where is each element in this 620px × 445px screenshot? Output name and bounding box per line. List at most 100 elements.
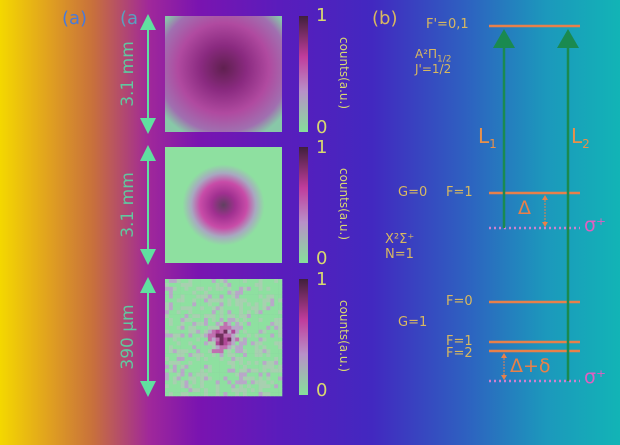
image-pixel xyxy=(200,333,205,338)
image-pixel xyxy=(266,290,271,295)
image-pixel xyxy=(188,392,193,397)
image-pixel xyxy=(215,321,220,327)
image-pixel xyxy=(227,357,232,362)
image-pixel xyxy=(270,310,275,315)
image-pixel xyxy=(200,380,205,385)
image-pixel xyxy=(227,294,232,299)
image-pixel xyxy=(172,349,177,354)
image-pixel xyxy=(204,384,209,389)
image-pixel xyxy=(176,392,181,397)
image-pixel xyxy=(184,314,189,319)
image-pixel xyxy=(270,364,275,369)
image-pixel xyxy=(258,321,263,327)
image-pixel xyxy=(223,298,228,303)
image-pixel xyxy=(250,318,255,323)
image-pixel xyxy=(172,345,177,350)
image-pixel xyxy=(235,314,240,319)
image-pixel xyxy=(235,286,240,291)
image-pixel xyxy=(172,376,177,381)
image-pixel xyxy=(266,380,271,385)
image-pixel xyxy=(243,279,248,284)
image-pixel xyxy=(168,310,174,315)
image-pixel xyxy=(219,341,224,346)
image-pixel xyxy=(200,302,205,307)
laser-l1-letter: L xyxy=(478,124,490,148)
image-pixel xyxy=(274,372,279,377)
image-pixel xyxy=(192,306,197,311)
image-pixel xyxy=(239,384,244,389)
image-pixel xyxy=(254,341,259,346)
image-pixel xyxy=(266,353,271,358)
image-pixel xyxy=(180,349,185,354)
image-pixel xyxy=(278,306,283,311)
image-pixel xyxy=(219,333,224,338)
image-pixel xyxy=(231,388,236,393)
image-pixel xyxy=(180,337,185,342)
image-pixel xyxy=(239,310,244,315)
image-pixel xyxy=(239,345,244,350)
image-pixel xyxy=(165,368,170,373)
image-pixel xyxy=(168,337,174,342)
image-pixel xyxy=(184,321,189,327)
image-pixel xyxy=(278,357,283,362)
image-pixel xyxy=(172,333,177,338)
image-pixel xyxy=(223,349,228,354)
image-pixel xyxy=(196,290,201,295)
image-pixel xyxy=(254,302,259,307)
image-pixel xyxy=(274,380,279,385)
image-pixel xyxy=(278,353,283,358)
image-pixel xyxy=(219,318,224,323)
image-pixel xyxy=(188,364,193,369)
colorbar-3-min: 0 xyxy=(316,380,328,401)
image-pixel xyxy=(168,302,174,307)
image-pixel xyxy=(215,306,220,311)
image-pixel xyxy=(219,364,224,369)
image-pixel xyxy=(207,384,213,389)
image-pixel xyxy=(200,368,205,373)
image-pixel xyxy=(168,364,174,369)
image-pixel xyxy=(176,279,181,284)
image-pixel xyxy=(215,384,220,389)
image-pixel xyxy=(176,314,181,319)
image-pixel xyxy=(243,329,248,334)
image-pixel xyxy=(215,302,220,307)
image-pixel xyxy=(204,321,209,327)
image-pixel xyxy=(176,318,181,323)
image-pixel xyxy=(239,325,244,330)
image-pixel xyxy=(215,341,220,346)
image-pixel xyxy=(176,286,181,291)
image-pixel xyxy=(219,372,224,377)
image-pixel xyxy=(211,314,216,319)
image-pixel xyxy=(211,376,216,381)
image-pixel xyxy=(258,282,263,288)
image-pixel xyxy=(231,360,236,366)
image-pixel xyxy=(270,286,275,291)
image-pixel xyxy=(192,357,197,362)
image-pixel xyxy=(266,345,271,350)
image-pixel xyxy=(278,314,283,319)
image-pixel xyxy=(188,360,193,366)
image-pixel xyxy=(207,294,213,299)
scale-label-3: 390 μm xyxy=(118,304,138,370)
image-pixel xyxy=(243,384,248,389)
image-pixel xyxy=(168,279,174,284)
image-pixel xyxy=(270,349,275,354)
image-pixel xyxy=(180,294,185,299)
image-pixel xyxy=(168,392,174,397)
image-pixel xyxy=(239,357,244,362)
image-pixel xyxy=(192,298,197,303)
image-pixel xyxy=(223,310,228,315)
image-pixel xyxy=(266,279,271,284)
image-pixel xyxy=(176,337,181,342)
image-pixel xyxy=(204,345,209,350)
image-pixel xyxy=(196,325,201,330)
image-pixel xyxy=(223,302,228,307)
image-pixel xyxy=(258,318,263,323)
image-pixel xyxy=(207,279,213,284)
image-pixel xyxy=(165,286,170,291)
image-pixel xyxy=(168,306,174,311)
image-pixel xyxy=(180,376,185,381)
image-pixel xyxy=(254,314,259,319)
image-pixel xyxy=(176,388,181,393)
image-pixel xyxy=(211,392,216,397)
